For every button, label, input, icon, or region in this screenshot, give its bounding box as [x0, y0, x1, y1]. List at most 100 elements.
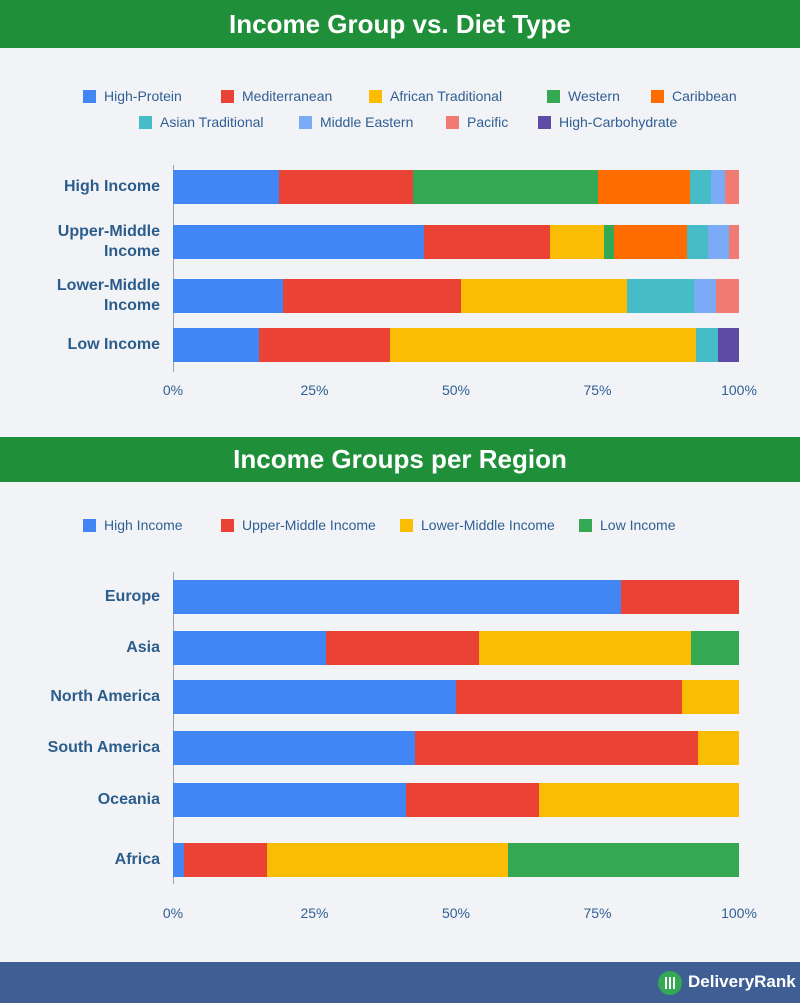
x-tick-label: 25% — [300, 905, 329, 921]
bar-segment — [686, 225, 708, 259]
legend-swatch — [83, 89, 96, 103]
y-tick-label: Low Income — [67, 336, 160, 353]
bar-segment — [613, 225, 687, 259]
legend-label: High-Carbohydrate — [559, 114, 678, 130]
bar-segment — [460, 279, 628, 313]
x-tick-label: 0% — [162, 382, 184, 398]
bar-segment — [598, 170, 691, 204]
legend-swatch — [221, 518, 234, 532]
bar-segment — [259, 328, 390, 362]
x-tick-label: 0% — [162, 905, 184, 921]
bar-segment — [406, 783, 540, 817]
legend-label: Low Income — [600, 517, 676, 533]
legend-swatch — [538, 115, 551, 129]
logo-icon — [658, 971, 682, 995]
x-tick-label: 100% — [721, 905, 757, 921]
bar-segment — [389, 328, 696, 362]
panel — [0, 482, 800, 962]
bar-segment — [173, 328, 260, 362]
legend-swatch — [651, 89, 664, 103]
axis-line — [173, 165, 174, 372]
bar-segment — [728, 225, 739, 259]
bar-segment — [173, 170, 279, 204]
legend-label: Middle Eastern — [320, 114, 414, 130]
legend-swatch — [547, 89, 560, 103]
legend-label: High Income — [104, 517, 183, 533]
bar-segment — [173, 279, 283, 313]
bar-segment — [478, 631, 692, 665]
bar-segment — [325, 631, 479, 665]
y-tick-label: Asia — [126, 639, 160, 656]
bar-segment — [282, 279, 461, 313]
chart-title: Income Groups per Region — [0, 437, 800, 482]
y-tick-label: South America — [47, 739, 160, 756]
bar-segment — [725, 170, 739, 204]
y-tick-label: North America — [50, 688, 160, 705]
bar-segment — [695, 328, 719, 362]
legend-label: Western — [568, 88, 620, 104]
x-tick-label: 50% — [441, 382, 471, 398]
brand: DeliveryRank — [688, 972, 796, 991]
bar-segment — [603, 225, 614, 259]
y-tick-label: Oceania — [97, 791, 160, 808]
legend-swatch — [579, 518, 592, 532]
legend-item: African Traditional — [369, 88, 502, 104]
legend-swatch — [299, 115, 312, 129]
y-tick-label: Lower-Middle Income — [56, 277, 160, 314]
bar-segment — [173, 225, 424, 259]
legend-label: Caribbean — [672, 88, 737, 104]
bar-segment — [456, 680, 682, 714]
legend-item: Mediterranean — [221, 88, 332, 104]
bar-segment — [711, 170, 726, 204]
legend-label: Upper-Middle Income — [242, 517, 376, 533]
legend-item: High-Protein — [83, 88, 182, 104]
y-tick-label: Africa — [114, 851, 160, 868]
bar-segment — [173, 631, 326, 665]
legend-item: Asian Traditional — [139, 114, 264, 130]
legend-label: Mediterranean — [242, 88, 333, 104]
bar-segment — [707, 225, 729, 259]
legend-item: Upper-Middle Income — [221, 517, 376, 533]
bar-segment — [423, 225, 550, 259]
legend-swatch — [83, 518, 96, 532]
x-tick-label: 75% — [583, 905, 612, 921]
bar-segment — [183, 843, 267, 877]
chart-title: Income Group vs. Diet Type — [0, 0, 800, 48]
bar-segment — [694, 279, 717, 313]
y-tick-label: Upper-Middle Income — [57, 223, 160, 260]
bar-segment — [278, 170, 413, 204]
bar-segment — [266, 843, 509, 877]
bar-segment — [173, 580, 622, 614]
bar-segment — [681, 680, 739, 714]
bar-segment — [173, 731, 416, 765]
bar-segment — [621, 580, 739, 614]
bar-segment — [718, 328, 739, 362]
bar-segment — [698, 731, 739, 765]
bar-segment — [508, 843, 739, 877]
bar-segment — [173, 843, 184, 877]
legend-swatch — [139, 115, 152, 129]
legend-item: Lower-Middle Income — [400, 517, 555, 533]
footer: DeliveryRank — [0, 962, 800, 1003]
x-tick-label: 50% — [441, 905, 471, 921]
bar-segment — [173, 680, 456, 714]
legend-item: High-Carbohydrate — [538, 114, 677, 130]
x-tick-label: 75% — [583, 382, 612, 398]
bar-segment — [691, 631, 739, 665]
legend-label: High-Protein — [104, 88, 182, 104]
bar-segment — [716, 279, 739, 313]
bar-segment — [549, 225, 604, 259]
x-tick-label: 100% — [721, 382, 757, 398]
legend-swatch — [400, 518, 413, 532]
legend-item: Western — [547, 88, 620, 104]
bar-segment — [627, 279, 695, 313]
legend-swatch — [369, 89, 382, 103]
legend-item: Pacific — [446, 114, 508, 130]
bar-segment — [690, 170, 712, 204]
x-tick-label: 25% — [300, 382, 329, 398]
legend-swatch — [446, 115, 459, 129]
bar-segment — [415, 731, 699, 765]
legend-label: Pacific — [467, 114, 509, 130]
bar-segment — [412, 170, 599, 204]
